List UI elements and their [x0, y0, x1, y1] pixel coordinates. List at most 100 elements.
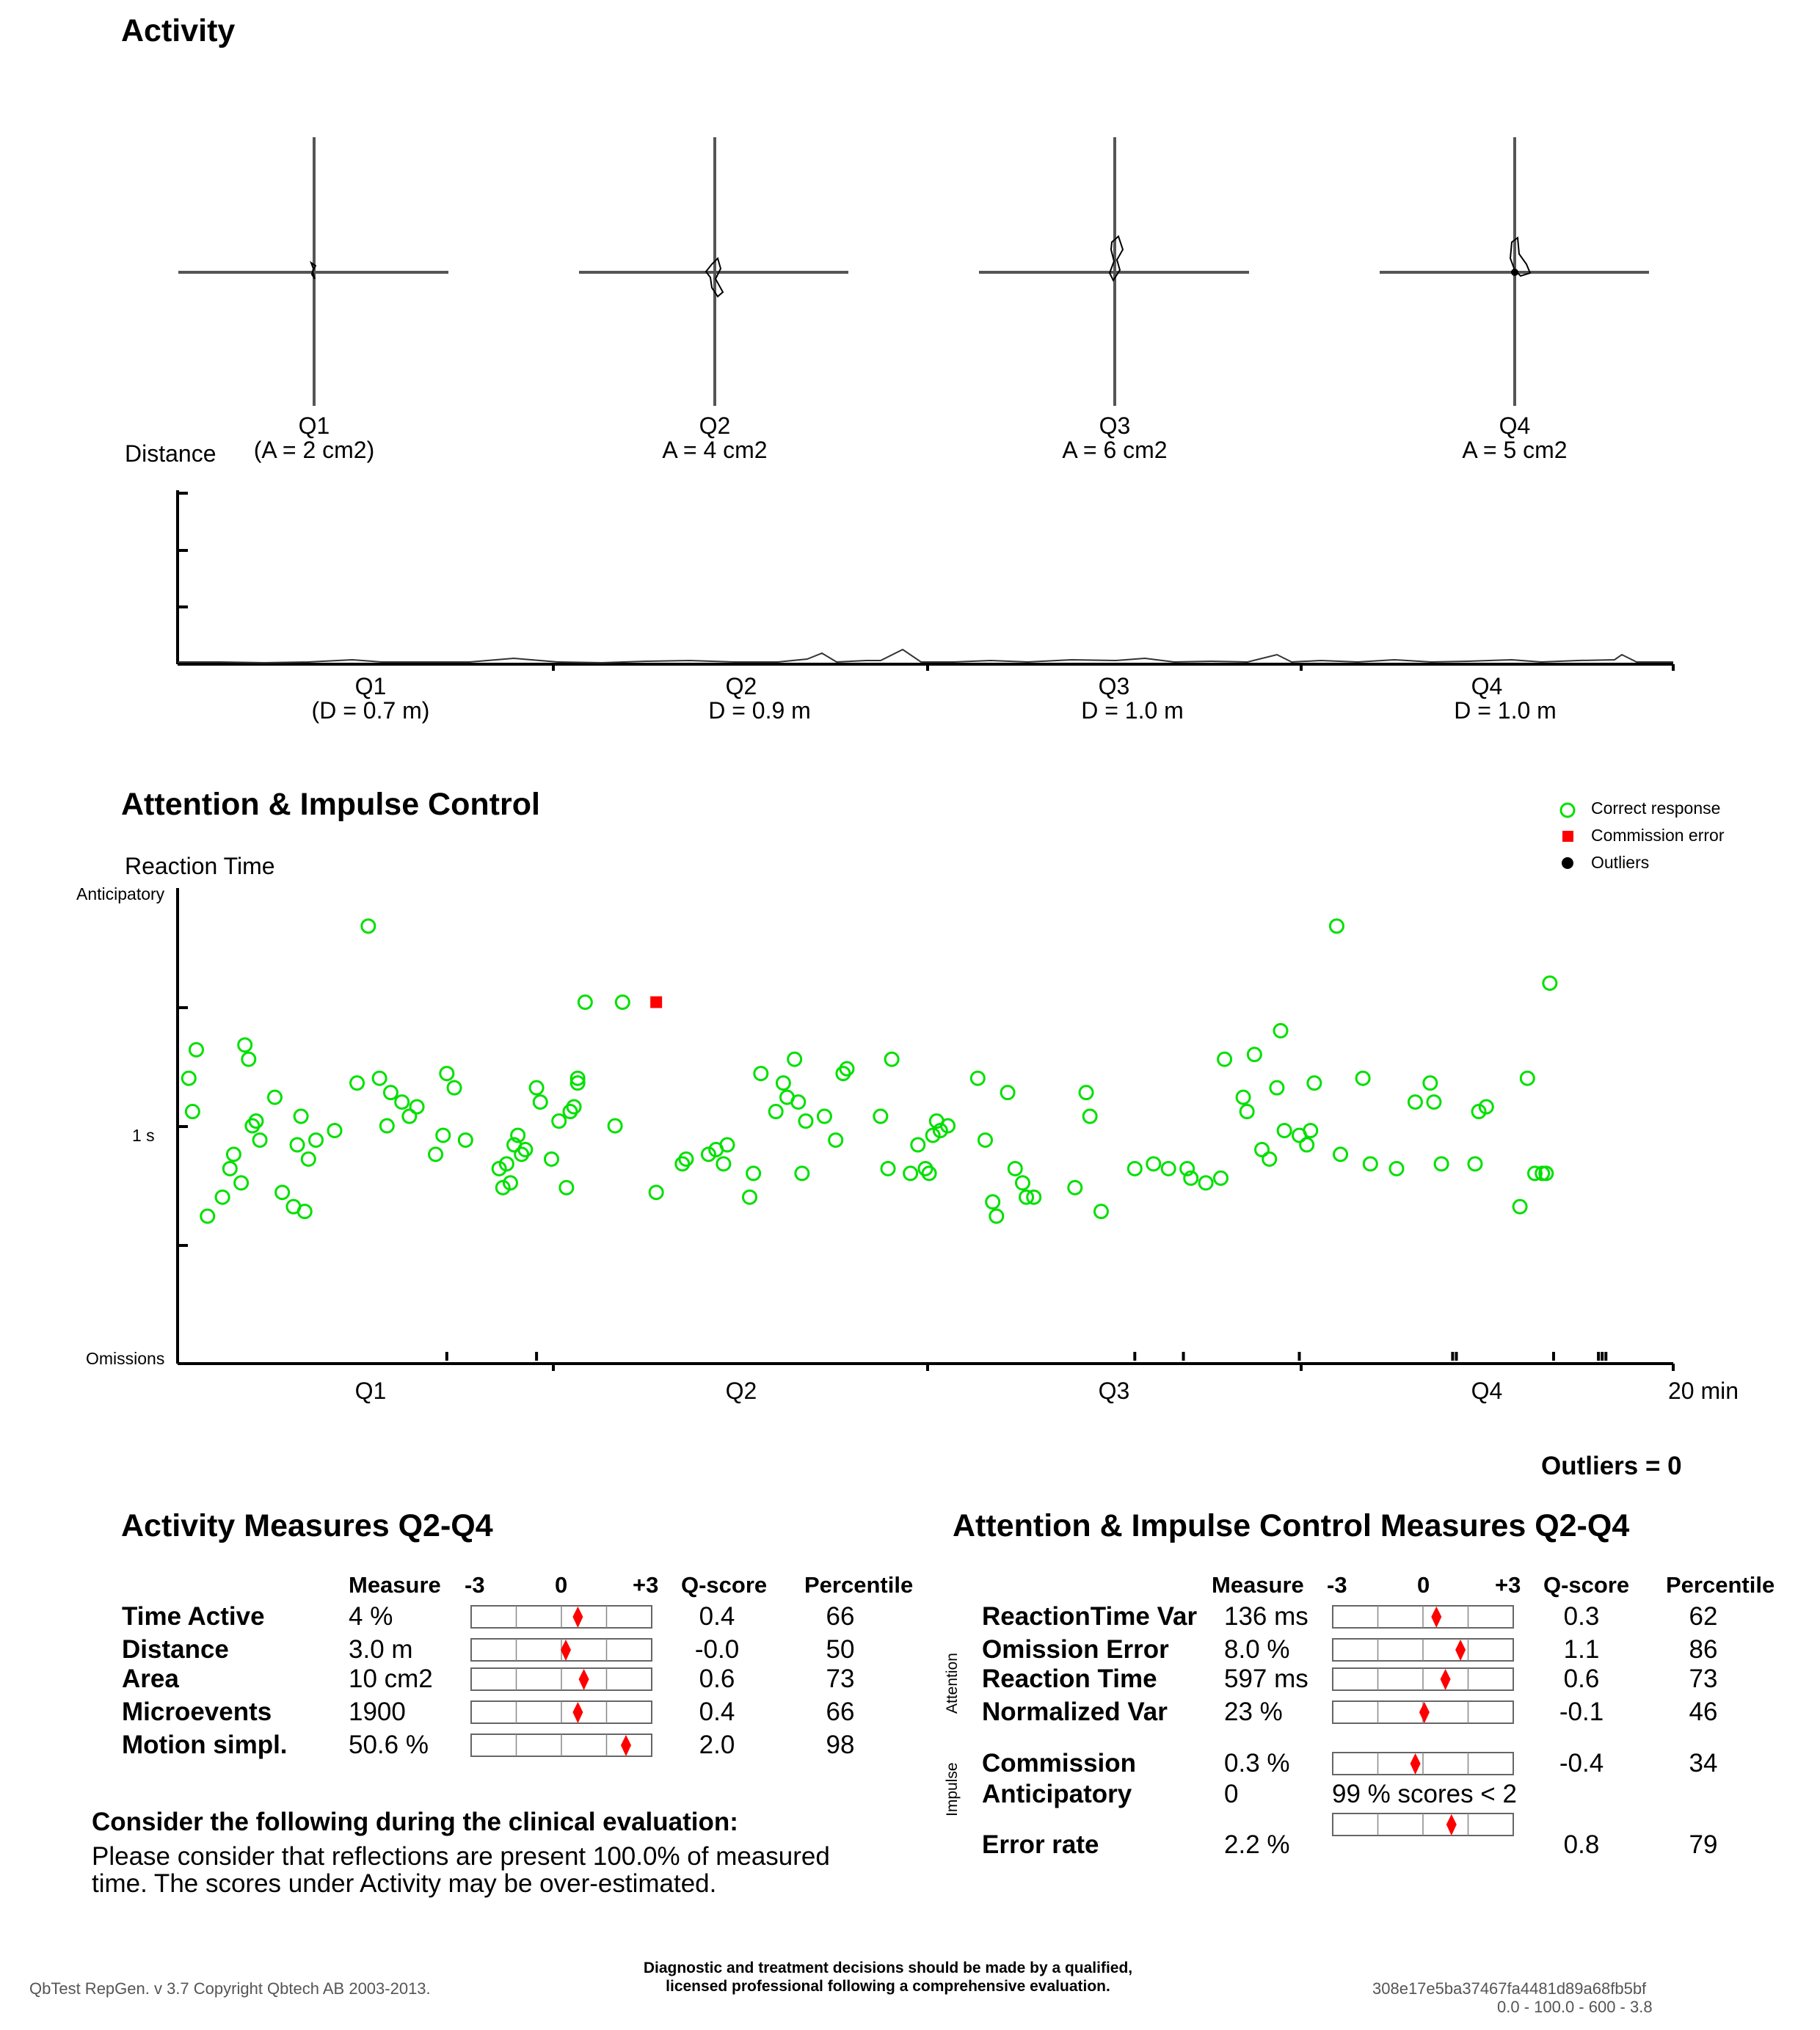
- atm-head-zero: 0: [1417, 1572, 1430, 1598]
- correct-response-point: [828, 1132, 844, 1148]
- correct-response-point: [371, 1070, 387, 1086]
- trace-q4-dot: [1511, 269, 1518, 276]
- qscore-value: 0.6: [699, 1665, 735, 1693]
- footer-disclaimer-1: Diagnostic and treatment decisions shoul…: [643, 1960, 1133, 1976]
- correct-response-point: [790, 1094, 807, 1110]
- correct-response-point: [614, 994, 630, 1011]
- trace-q1: [309, 261, 317, 280]
- correct-response-point: [1538, 1165, 1554, 1182]
- measure-value: 4 %: [349, 1602, 393, 1631]
- omission-ticks: [445, 1352, 1608, 1361]
- qscore-value: 0.3: [1563, 1602, 1600, 1631]
- correct-response-point: [1082, 1108, 1098, 1124]
- rt-x-q4: Q4: [1471, 1378, 1503, 1404]
- correct-response-point: [1467, 1156, 1483, 1172]
- correct-response-point: [746, 1165, 762, 1182]
- qscore-scale: [1332, 1605, 1514, 1629]
- attention-measures-title: Attention & Impulse Control Measures Q2-…: [953, 1508, 1630, 1543]
- correct-response-point: [200, 1208, 216, 1224]
- qscore-marker: [1455, 1640, 1466, 1661]
- y-label-anticipatory: Anticipatory: [76, 884, 165, 903]
- correct-response-point: [678, 1151, 694, 1167]
- legend-outliers-label: Outliers: [1591, 853, 1650, 872]
- correct-response-point: [716, 1156, 732, 1172]
- correct-response-point: [742, 1189, 758, 1205]
- legend-item-commission: Commission error: [1554, 824, 1774, 851]
- correct-response-point: [1026, 1189, 1042, 1205]
- am-head-minus3: -3: [465, 1572, 485, 1598]
- correct-response-point: [719, 1137, 735, 1153]
- correct-response-point: [188, 1041, 204, 1058]
- correct-response-point: [978, 1132, 994, 1148]
- qscore-value: -0.1: [1559, 1698, 1604, 1726]
- measure-name: Omission Error: [982, 1635, 1169, 1664]
- correct-response-point: [1303, 1122, 1319, 1138]
- correct-response-point: [787, 1051, 803, 1067]
- dist-q4-value: D = 1.0 m: [1454, 697, 1557, 724]
- legend-correct-marker: [1559, 802, 1576, 818]
- qscore-marker: [578, 1669, 589, 1690]
- correct-response-point: [569, 1070, 586, 1086]
- percentile-value: 66: [826, 1698, 855, 1726]
- correct-response-point: [1306, 1075, 1322, 1091]
- correct-response-point: [558, 1179, 575, 1196]
- q3-area: A = 6 cm2: [1062, 437, 1168, 463]
- rt-x-q1: Q1: [354, 1378, 387, 1404]
- correct-response-point: [544, 1151, 559, 1167]
- correct-response-point: [394, 1094, 410, 1110]
- q1-area: (A = 2 cm2): [253, 437, 375, 463]
- correct-response-point: [1542, 975, 1558, 992]
- clinical-line1: Please consider that reflections are pre…: [92, 1842, 830, 1871]
- dist-q2-value: D = 0.9 m: [708, 697, 811, 724]
- trace-q4: [1509, 236, 1532, 277]
- percentile-value: 86: [1689, 1635, 1718, 1664]
- dist-q3-label: Q3: [1098, 673, 1130, 699]
- correct-response-point: [1388, 1160, 1405, 1176]
- correct-response-point: [1007, 1160, 1023, 1176]
- correct-response-point: [1093, 1204, 1109, 1220]
- measure-value: 8.0 %: [1224, 1635, 1290, 1664]
- outliers-count: Outliers = 0: [1541, 1452, 1682, 1480]
- correct-response-point: [1407, 1094, 1423, 1110]
- correct-response-point: [360, 918, 376, 934]
- correct-response-point: [1019, 1189, 1035, 1205]
- measure-name: Error rate: [982, 1830, 1099, 1859]
- measure-value: 23 %: [1224, 1698, 1283, 1726]
- measure-value: 0.3 %: [1224, 1749, 1290, 1778]
- correct-response-point: [214, 1189, 230, 1205]
- correct-response-point: [409, 1099, 425, 1115]
- correct-response-point: [1067, 1179, 1083, 1196]
- correct-response-point: [1183, 1170, 1199, 1186]
- correct-response-point: [1426, 1094, 1442, 1110]
- correct-response-point: [532, 1094, 548, 1110]
- attention-title: Attention & Impulse Control: [121, 787, 540, 822]
- group-label-attention: Attention: [944, 1653, 961, 1714]
- correct-response-point: [237, 1037, 253, 1053]
- q4-label: Q4: [1499, 412, 1531, 439]
- correct-response-point: [446, 1080, 462, 1096]
- correct-response-point: [517, 1141, 534, 1157]
- correct-response-point: [510, 1127, 526, 1143]
- qscore-value: 0.6: [1563, 1665, 1600, 1693]
- measure-value: 10 cm2: [349, 1665, 433, 1693]
- activity-title: Activity: [121, 13, 236, 48]
- dist-q1-value: (D = 0.7 m): [311, 697, 430, 724]
- qscore-value: -0.4: [1559, 1749, 1604, 1778]
- correct-response-point: [379, 1118, 395, 1134]
- measure-name: Reaction Time: [982, 1665, 1157, 1693]
- correct-response-point: [753, 1066, 769, 1082]
- qscore-scale: [470, 1700, 652, 1724]
- y-label-1s: 1 s: [132, 1126, 155, 1145]
- qscore-marker: [621, 1735, 631, 1756]
- trace-q3: [1108, 235, 1124, 283]
- correct-response-point: [921, 1165, 937, 1182]
- measure-value: 136 ms: [1224, 1602, 1308, 1631]
- correct-response-point: [577, 994, 593, 1011]
- clinical-line2: time. The scores under Activity may be o…: [92, 1869, 717, 1898]
- correct-response-point: [1526, 1165, 1543, 1182]
- qscore-scale: [470, 1667, 652, 1691]
- correct-response-point: [985, 1194, 1001, 1210]
- correct-response-point: [1433, 1156, 1449, 1172]
- footer-disclaimer-2: licensed professional following a compre…: [666, 1978, 1110, 1995]
- qscore-marker: [1440, 1669, 1451, 1690]
